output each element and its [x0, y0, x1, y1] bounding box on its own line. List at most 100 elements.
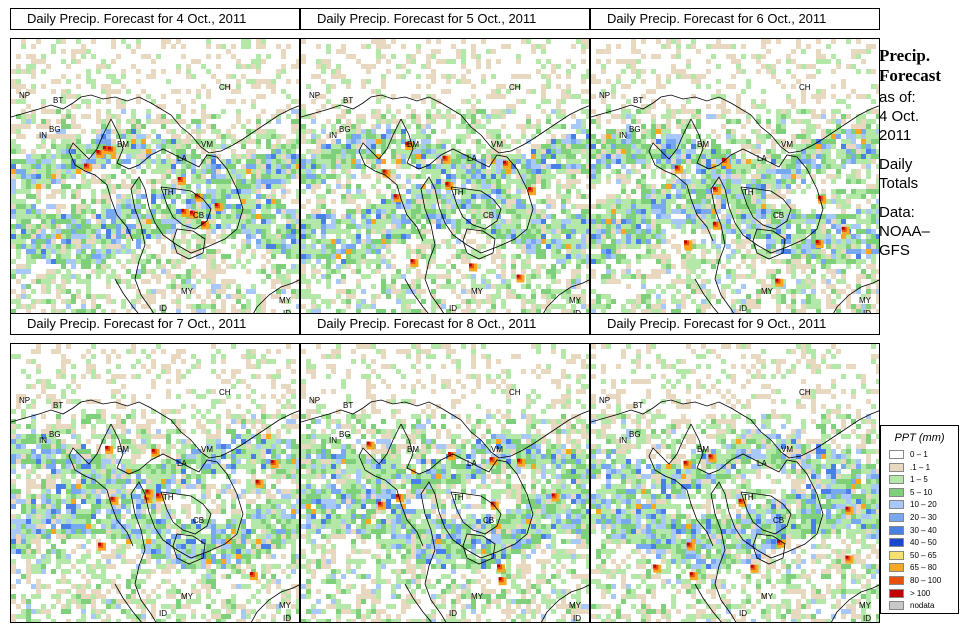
daily-label: Daily: [879, 156, 913, 173]
country-label: NP: [599, 396, 610, 405]
country-label: TH: [453, 493, 464, 502]
panel-title: Daily Precip. Forecast for 8 Oct., 2011: [300, 313, 590, 335]
legend-swatch: [889, 500, 904, 510]
boundary-line: [450, 491, 502, 535]
legend-item: 0 – 1: [889, 450, 928, 461]
country-label: MY: [859, 601, 872, 610]
country-label: TH: [163, 188, 174, 197]
country-label: CB: [773, 516, 784, 525]
country-label: CB: [193, 516, 204, 525]
legend-swatch: [889, 513, 904, 522]
legend-item: 50 – 65: [889, 550, 937, 562]
country-label: VM: [491, 140, 503, 149]
boundary-line: [400, 423, 534, 622]
boundary-line: [752, 533, 786, 565]
sidebar-info: Precip. Forecast as of: 4 Oct. 2011 Dail…: [879, 46, 965, 260]
legend-label: 1 – 5: [910, 475, 928, 485]
boundary-line: [160, 186, 212, 230]
boundary-line: [830, 279, 879, 317]
legend-swatch: [889, 462, 904, 472]
country-label: BT: [343, 96, 353, 105]
boundary-line: [694, 583, 722, 622]
country-label: MY: [471, 287, 484, 296]
country-label: MY: [279, 296, 292, 305]
legend-item: 65 – 80: [889, 563, 937, 574]
legend-label: 5 – 10: [910, 487, 933, 497]
country-label: NP: [309, 91, 320, 100]
asof-label: as of:: [879, 89, 916, 106]
country-label: ID: [449, 304, 457, 313]
country-label: CH: [509, 83, 521, 92]
boundary-line: [160, 491, 212, 535]
precip-legend: PPT (mm) 0 – 1 .1 – 1 1 – 5 5 – 10 10 – 20 20…: [880, 425, 959, 614]
country-label: LA: [757, 459, 767, 468]
boundary-line: [250, 279, 299, 317]
country-label: MY: [471, 592, 484, 601]
boundary-line: [301, 94, 589, 154]
country-label: BM: [407, 445, 419, 454]
boundary-line: [400, 118, 534, 317]
legend-item: 80 – 100: [889, 576, 941, 587]
country-label: MY: [761, 287, 774, 296]
legend-swatch: [889, 487, 904, 497]
country-label: LA: [177, 154, 187, 163]
country-label: BT: [343, 401, 353, 410]
boundary-line: [11, 94, 299, 154]
country-label: NP: [19, 396, 30, 405]
country-label: BM: [697, 140, 709, 149]
boundary-line: [68, 423, 134, 547]
data-source-line2: GFS: [879, 242, 910, 259]
boundary-line: [172, 228, 206, 260]
country-label: ID: [283, 614, 291, 622]
legend-label: 80 – 100: [910, 576, 942, 585]
legend-swatch: [889, 550, 904, 560]
boundary-line: [68, 118, 134, 242]
legend-label: 50 – 65: [910, 550, 937, 560]
boundary-line: [114, 583, 142, 622]
legend-swatch: [889, 450, 904, 459]
country-label: BG: [49, 430, 61, 439]
legend-item: 20 – 30: [889, 513, 937, 524]
country-label: LA: [177, 459, 187, 468]
boundary-line: [462, 228, 496, 260]
country-label: BG: [629, 430, 641, 439]
legend-item: 30 – 40: [889, 525, 937, 537]
country-label: IN: [329, 436, 337, 445]
totals-label: Totals: [879, 175, 919, 192]
panel-title: Daily Precip. Forecast for 7 Oct., 2011: [10, 313, 300, 335]
legend-swatch: [889, 601, 904, 611]
boundary-line: [11, 399, 299, 459]
panel-title: Daily Precip. Forecast for 9 Oct., 2011: [590, 313, 880, 335]
boundary-line: [172, 533, 206, 565]
country-label: BG: [49, 125, 61, 134]
boundary-line: [830, 584, 879, 622]
country-label: CH: [509, 388, 521, 397]
country-label: ID: [739, 304, 747, 313]
asof-date: 4 Oct.: [879, 108, 920, 125]
country-label: VM: [201, 445, 213, 454]
country-label: MY: [761, 592, 774, 601]
country-label: IN: [39, 436, 47, 445]
boundary-line: [690, 423, 824, 622]
country-label: TH: [743, 188, 754, 197]
panel-title: Daily Precip. Forecast for 4 Oct., 2011: [10, 8, 300, 30]
country-label: BM: [697, 445, 709, 454]
boundary-line: [358, 423, 424, 547]
country-label: MY: [181, 592, 194, 601]
country-label: ID: [159, 304, 167, 313]
boundary-line: [110, 423, 244, 622]
legend-label: .1 – 1: [910, 462, 931, 472]
legend-swatch: [889, 525, 904, 535]
country-label: BG: [629, 125, 641, 134]
country-label: VM: [781, 445, 793, 454]
